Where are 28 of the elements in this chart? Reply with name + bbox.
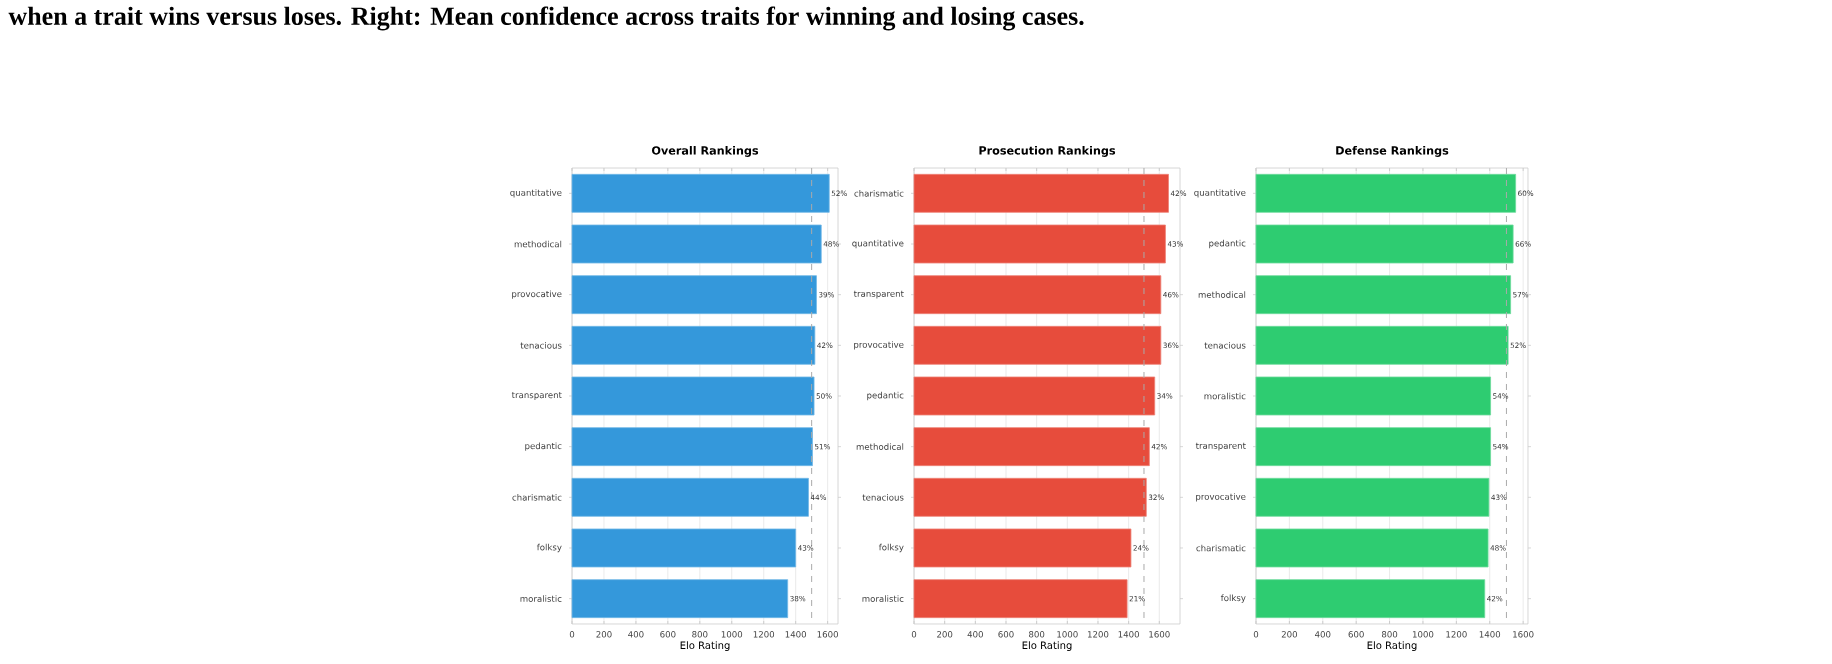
bar [1255,477,1490,517]
bar [571,325,816,365]
bar [913,173,1169,213]
bar [913,528,1132,568]
bar [571,427,813,467]
bar [913,275,1162,315]
bar [1255,173,1517,213]
bar [913,579,1128,619]
bar [1255,427,1491,467]
bar [1255,579,1486,619]
bar [571,477,809,517]
bar [571,275,817,315]
bar [913,427,1150,467]
bar [1255,224,1514,264]
bar [571,528,797,568]
bar [571,579,789,619]
bar [913,224,1166,264]
bar [913,477,1147,517]
bar [571,173,830,213]
bar [1255,528,1489,568]
bar [1255,376,1491,416]
bar [913,376,1156,416]
bar [1255,325,1509,365]
bar [571,376,815,416]
text: when a trait wins versus loses. Right: Mean confidence across traits for winning and losing cases. [8,6,1084,31]
bar [913,325,1162,365]
bar [1255,275,1512,315]
bar [571,224,822,264]
